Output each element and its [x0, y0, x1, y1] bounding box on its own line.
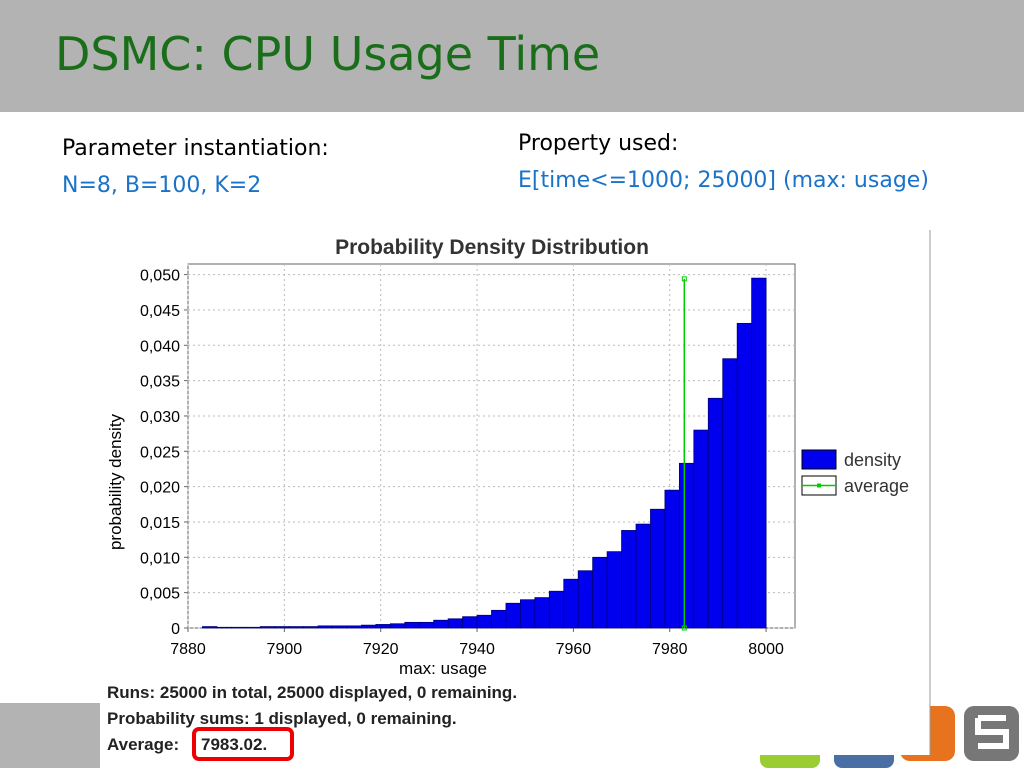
histogram-bar [433, 619, 449, 629]
histogram-bar [635, 523, 651, 629]
histogram-bar [520, 599, 536, 629]
histogram-bar [202, 626, 218, 629]
histogram-bar [418, 621, 435, 629]
param-heading: Parameter instantiation: [62, 136, 329, 161]
x-axis-label: max: usage [399, 659, 487, 678]
report-average-value: 7983.02. [201, 735, 267, 754]
x-tick-label: 7980 [652, 641, 688, 658]
histogram-bar [274, 626, 290, 629]
y-tick-label: 0,030 [140, 409, 180, 426]
histogram-bar [303, 626, 319, 629]
histogram-bar [534, 597, 550, 629]
y-tick-label: 0,045 [140, 303, 180, 320]
y-tick-label: 0,025 [140, 444, 180, 461]
legend-label: density [844, 450, 901, 470]
histogram-bar [404, 621, 420, 629]
histogram-bar [707, 397, 724, 629]
y-tick-label: 0,040 [140, 338, 180, 355]
histogram-bar [678, 462, 695, 629]
x-tick-label: 7920 [363, 641, 399, 658]
legend-box [801, 449, 837, 470]
param-value: N=8, B=100, K=2 [62, 173, 261, 198]
histogram-bar [505, 602, 521, 629]
report-runs: Runs: 25000 in total, 25000 displayed, 0… [107, 683, 517, 702]
histogram-bar [563, 578, 579, 629]
histogram-bar [577, 570, 594, 629]
histogram-bar [736, 322, 753, 629]
histogram-bar [346, 625, 362, 629]
histogram-bar [592, 556, 608, 629]
histogram-bar [389, 623, 406, 629]
report-sums: Probability sums: 1 displayed, 0 remaini… [107, 709, 457, 728]
histogram-bar [375, 624, 391, 629]
y-tick-label: 0 [171, 621, 180, 638]
histogram-bar [548, 590, 565, 629]
x-tick-label: 7880 [170, 641, 206, 658]
histogram-bar [317, 625, 333, 629]
histogram-bar [288, 626, 305, 629]
report-average-label: Average: [107, 735, 179, 754]
x-tick-label: 8000 [748, 641, 784, 658]
x-tick-label: 7960 [556, 641, 592, 658]
histogram-bar [361, 624, 377, 629]
y-tick-label: 0,005 [140, 586, 180, 603]
chart: Probability Density Distribution max: us… [106, 236, 909, 678]
histogram-bar [230, 626, 247, 629]
average-point [681, 276, 687, 282]
histogram-bar [447, 618, 463, 629]
x-tick-label: 7940 [459, 641, 495, 658]
property-value: E[time<=1000; 25000] (max: usage) [518, 168, 929, 193]
header-band [0, 0, 1024, 112]
histogram-bar [722, 358, 738, 629]
histogram-bar [476, 614, 492, 629]
histogram-bar [332, 625, 348, 629]
report: Runs: 25000 in total, 25000 displayed, 0… [107, 683, 517, 761]
logo-glyph [975, 715, 1009, 749]
property-heading: Property used: [518, 131, 678, 156]
footer-band [0, 703, 100, 768]
y-tick-label: 0,015 [140, 515, 180, 532]
legend-point [817, 483, 821, 488]
histogram-bar [664, 489, 680, 629]
histogram-bar [216, 626, 232, 629]
histogram-bar [693, 429, 709, 629]
histogram-bar [491, 609, 507, 629]
y-tick-label: 0,010 [140, 550, 180, 567]
histogram-bar [462, 616, 478, 629]
y-tick-label: 0,035 [140, 374, 180, 391]
histogram-bar [621, 530, 637, 629]
y-tick-label: 0,020 [140, 480, 180, 497]
histogram-bar [650, 508, 666, 629]
histogram-bar [245, 626, 261, 629]
highlight-box [192, 727, 294, 761]
x-tick-label: 7900 [267, 641, 303, 658]
histogram-bar [606, 551, 622, 629]
legend-label: average [844, 476, 909, 496]
slide-title: DSMC: CPU Usage Time [55, 27, 600, 81]
average-point [681, 625, 687, 631]
y-tick-label: 0,050 [140, 268, 180, 285]
chart-title: Probability Density Distribution [335, 236, 649, 259]
y-axis-label: probability density [106, 413, 125, 550]
histogram-bar [751, 277, 767, 629]
histogram-bar [259, 626, 276, 629]
